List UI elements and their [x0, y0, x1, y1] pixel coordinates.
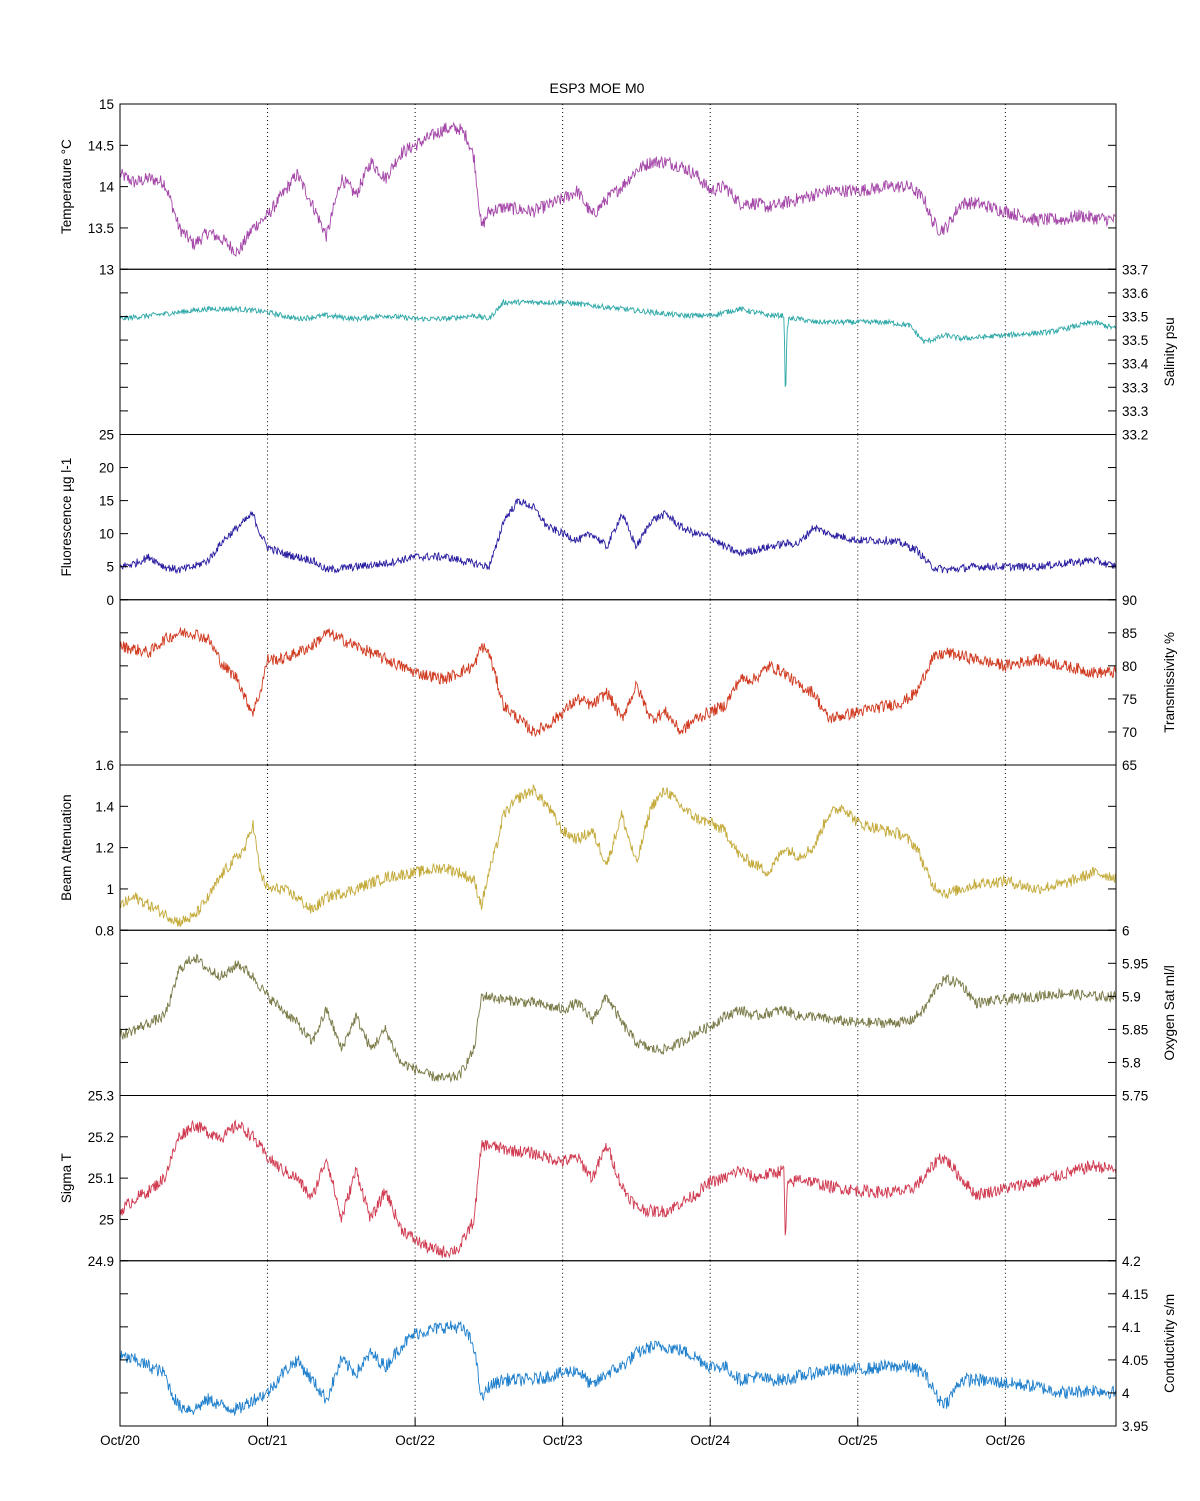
panel-sigma-t: 24.9 25 25.1 25.2 25.3 Sigma T	[59, 1089, 1117, 1269]
ytick-label: 5.85	[1122, 1022, 1148, 1037]
panel-beam-attenuation: 0.8 1 1.2 1.4 1.6 Beam Attenuation	[59, 758, 1117, 938]
ytick-label: 5.8	[1122, 1055, 1141, 1070]
panel-oxygen-sat: 5.75 5.8 5.85 5.9 5.95 6 Oxygen Sat ml/l	[119, 923, 1177, 1104]
xtick-label: Oct/25	[838, 1433, 878, 1448]
series-temperature	[119, 121, 1117, 257]
ytick-label: 33.3	[1122, 404, 1148, 419]
ytick-label: 33.3	[1122, 380, 1148, 395]
panel-frame	[119, 1260, 1117, 1427]
xtick-label: Oct/21	[248, 1433, 288, 1448]
series-sigma-t	[119, 1119, 1117, 1259]
ytick-label: 25.2	[88, 1130, 114, 1145]
ytick-label: 14	[99, 180, 115, 195]
ylabel-oxygen-sat: Oxygen Sat ml/l	[1162, 965, 1177, 1060]
panel-temperature: 13 13.5 14 14.5 15 Temperature °C	[59, 97, 1117, 277]
ytick-label: 85	[1122, 626, 1137, 641]
series-beam-attenuation	[119, 784, 1117, 927]
panel-frame	[119, 764, 1117, 931]
ytick-label: 5.9	[1122, 989, 1141, 1004]
panel-frame	[119, 268, 1117, 435]
ytick-label: 4.2	[1122, 1254, 1141, 1269]
ytick-label: 75	[1122, 692, 1137, 707]
xtick-label: Oct/20	[100, 1433, 140, 1448]
ytick-label: 80	[1122, 659, 1137, 674]
chart-title: ESP3 MOE M0	[550, 80, 645, 96]
ytick-label: 90	[1122, 593, 1137, 608]
ytick-label: 5	[106, 560, 114, 575]
ylabel-beam-attenuation: Beam Attenuation	[59, 794, 74, 901]
ytick-label: 33.2	[1122, 428, 1148, 443]
ytick-label: 33.6	[1122, 286, 1148, 301]
ytick-label: 3.95	[1122, 1419, 1148, 1434]
ytick-label: 4.05	[1122, 1353, 1148, 1368]
ytick-label: 4	[1122, 1386, 1130, 1401]
ytick-label: 0	[106, 593, 114, 608]
xtick-label: Oct/22	[395, 1433, 435, 1448]
ytick-label: 15	[99, 97, 114, 112]
ytick-label: 13	[99, 262, 114, 277]
ytick-label: 15	[99, 494, 114, 509]
xtick-label: Oct/23	[543, 1433, 583, 1448]
ytick-label: 1.6	[95, 758, 114, 773]
series-salinity	[119, 298, 1117, 387]
ytick-label: 10	[99, 527, 114, 542]
panel-frame	[119, 599, 1117, 766]
ytick-label: 25.3	[88, 1089, 114, 1104]
ytick-label: 4.1	[1122, 1320, 1141, 1335]
ytick-label: 24.9	[88, 1254, 114, 1269]
ytick-label: 1.4	[95, 799, 114, 814]
xtick-label: Oct/24	[690, 1433, 730, 1448]
series-transmissivity	[119, 627, 1117, 738]
ytick-label: 33.5	[1122, 309, 1148, 324]
ytick-label: 20	[99, 461, 114, 476]
panel-transmissivity: 65 70 75 80 85 90 Transmissivity %	[119, 593, 1177, 773]
ylabel-conductivity: Conductivity s/m	[1162, 1294, 1177, 1393]
series-conductivity	[119, 1320, 1117, 1417]
ytick-label: 6	[1122, 923, 1130, 938]
series-oxygen-sat	[119, 953, 1117, 1083]
ylabel-salinity: Salinity psu	[1162, 317, 1177, 386]
ytick-label: 25	[99, 428, 114, 443]
ytick-label: 33.4	[1122, 357, 1149, 372]
ylabel-transmissivity: Transmissivity %	[1162, 632, 1177, 733]
ylabel-temperature: Temperature °C	[59, 139, 74, 234]
ytick-label: 25	[99, 1212, 114, 1227]
ytick-label: 1.2	[95, 841, 114, 856]
ylabel-sigma-t: Sigma T	[59, 1153, 74, 1203]
ytick-label: 33.7	[1122, 262, 1148, 277]
panel-frame	[119, 434, 1117, 601]
series-fluorescence	[119, 498, 1117, 575]
ytick-label: 70	[1122, 725, 1137, 740]
ytick-label: 1	[106, 882, 114, 897]
ytick-label: 33.5	[1122, 333, 1148, 348]
ytick-label: 0.8	[95, 923, 114, 938]
ytick-label: 5.75	[1122, 1089, 1148, 1104]
ytick-label: 5.95	[1122, 956, 1148, 971]
ytick-label: 25.1	[88, 1171, 114, 1186]
ytick-label: 13.5	[88, 221, 114, 236]
xtick-label: Oct/26	[985, 1433, 1025, 1448]
ytick-label: 4.15	[1122, 1287, 1148, 1302]
panel-salinity: 33.2 33.3 33.3 33.4 33.5 33.5 33.6 33.7 Salinity…	[119, 262, 1177, 443]
panel-frame	[119, 103, 1117, 270]
ylabel-fluorescence: Fluorescence µg l-1	[59, 458, 74, 577]
ytick-label: 14.5	[88, 138, 114, 153]
x-axis: Oct/20 Oct/21 Oct/22 Oct/23 Oct/24 Oct/25 Oct/…	[100, 1418, 1025, 1448]
panel-frame	[119, 1095, 1117, 1262]
ytick-label: 65	[1122, 758, 1137, 773]
panel-conductivity: 3.95 4 4.05 4.1 4.15 4.2 Conductivity s/m	[119, 1254, 1177, 1434]
panel-fluorescence: 0 5 10 15 20 25 Fluorescence µg l-1	[59, 428, 1117, 608]
